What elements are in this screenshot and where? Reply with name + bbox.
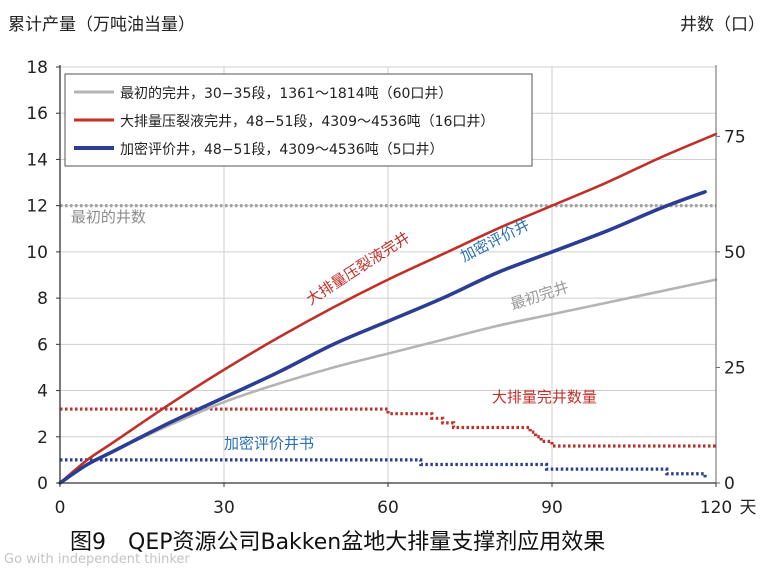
y-left-tick-label: 12 (26, 197, 48, 217)
y-left-tick-label: 2 (37, 428, 48, 448)
x-tick-label: 30 (213, 498, 235, 518)
annotation-infill-well-count: 加密评价井书 (224, 434, 314, 452)
legend-box (64, 73, 533, 167)
y-left-tick-label: 18 (26, 58, 48, 78)
y-right-tick-label: 0 (724, 474, 735, 494)
y-left-tick-label: 10 (26, 243, 48, 263)
legend-label-infill: 加密评价井，48−51段，4309～4536吨（5口井） (120, 141, 444, 158)
x-tick-label: 90 (541, 498, 563, 518)
y-left-axis-title: 累计产量（万吨油当量） (8, 15, 195, 35)
legend: 最初的完井，30−35段，1361～1814吨（60口井） 大排量压裂液完井，4… (64, 73, 533, 167)
x-tick-label: 120 (700, 498, 732, 518)
watermark: Go with independent thinker (4, 552, 190, 567)
figure-caption: 图9 QEP资源公司Bakken盆地大排量支撑剂应用效果 (70, 530, 605, 555)
y-right-tick-label: 75 (724, 127, 746, 147)
legend-label-initial: 最初的完井，30−35段，1361～1814吨（60口井） (120, 85, 452, 102)
x-tick-label: 60 (377, 498, 399, 518)
axes: 0 2 4 6 8 10 12 14 16 18 0 25 50 75 0 30 60 90 120 (26, 58, 745, 518)
annotation-high-volume-well-count: 大排量完井数量 (492, 388, 597, 406)
y-right-tick-label: 50 (724, 243, 746, 263)
series-line-high-volume-well-count (60, 407, 716, 448)
y-left-tick-label: 6 (37, 335, 48, 355)
y-left-tick-label: 16 (26, 104, 48, 124)
legend-label-high-volume: 大排量压裂液完井，48−51段，4309～4536吨（16口井） (120, 114, 494, 130)
annotation-initial-well-count: 最初的井数 (71, 208, 146, 226)
production-series (58, 132, 718, 485)
y-left-tick-label: 0 (37, 474, 48, 494)
x-axis-title: 天 (740, 498, 757, 518)
series-line-high-volume-completion (58, 132, 718, 485)
x-tick-label: 0 (55, 498, 66, 518)
y-left-tick-label: 4 (37, 382, 48, 402)
y-left-tick-label: 14 (26, 150, 48, 170)
y-left-tick-label: 8 (37, 289, 48, 309)
y-right-axis-title: 井数（口） (680, 15, 765, 35)
well-count-series (60, 204, 716, 479)
series-line-infill-well-count (60, 458, 707, 479)
y-right-tick-label: 25 (724, 358, 746, 378)
series-line-infill-appraisal (58, 190, 707, 485)
